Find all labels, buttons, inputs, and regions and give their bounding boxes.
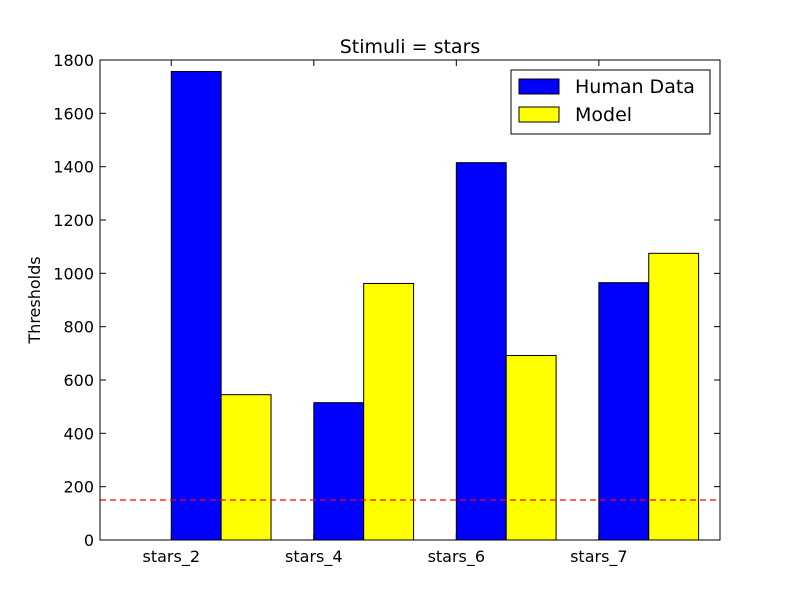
legend-label-human-data: Human Data	[575, 76, 695, 98]
y-tick-label: 1000	[53, 264, 94, 283]
y-tick-label: 1200	[53, 211, 94, 230]
bar-human-data-stars_2	[170, 70, 222, 541]
y-tick-label: 0	[84, 531, 94, 550]
y-tick-label: 800	[63, 318, 94, 337]
bar-model-stars_6	[505, 354, 557, 541]
y-tick-label: 1400	[53, 158, 94, 177]
y-tick-label: 400	[63, 424, 94, 443]
bar-human-data-stars_4	[313, 402, 365, 541]
bar-model-stars_2	[220, 394, 272, 541]
x-tick-label: stars_4	[285, 547, 343, 567]
x-tick-label: stars_2	[143, 547, 201, 567]
x-tick-label: stars_6	[428, 547, 486, 567]
legend: Human Data Model	[510, 69, 711, 135]
plot-frame	[99, 59, 721, 541]
bars-group	[170, 70, 700, 541]
y-axis-label: Thresholds	[25, 256, 44, 344]
bar-human-data-stars_7	[598, 282, 650, 541]
ticks-group: 0 200 400 600 800 1000 1200 1400 1600 1800 stars_2…	[53, 51, 720, 567]
y-tick-label: 600	[63, 371, 94, 390]
legend-swatch-human-data	[518, 78, 560, 95]
x-tick-label: stars_7	[570, 547, 628, 567]
legend-swatch-model	[518, 106, 560, 123]
y-tick-label: 1800	[53, 51, 94, 70]
bar-human-data-stars_6	[455, 162, 507, 541]
bar-model-stars_7	[648, 252, 700, 541]
y-tick-label: 200	[63, 478, 94, 497]
chart-title: Stimuli = stars	[340, 36, 481, 58]
bar-model-stars_4	[363, 282, 415, 541]
y-tick-label: 1600	[53, 104, 94, 123]
legend-label-model: Model	[575, 104, 632, 126]
